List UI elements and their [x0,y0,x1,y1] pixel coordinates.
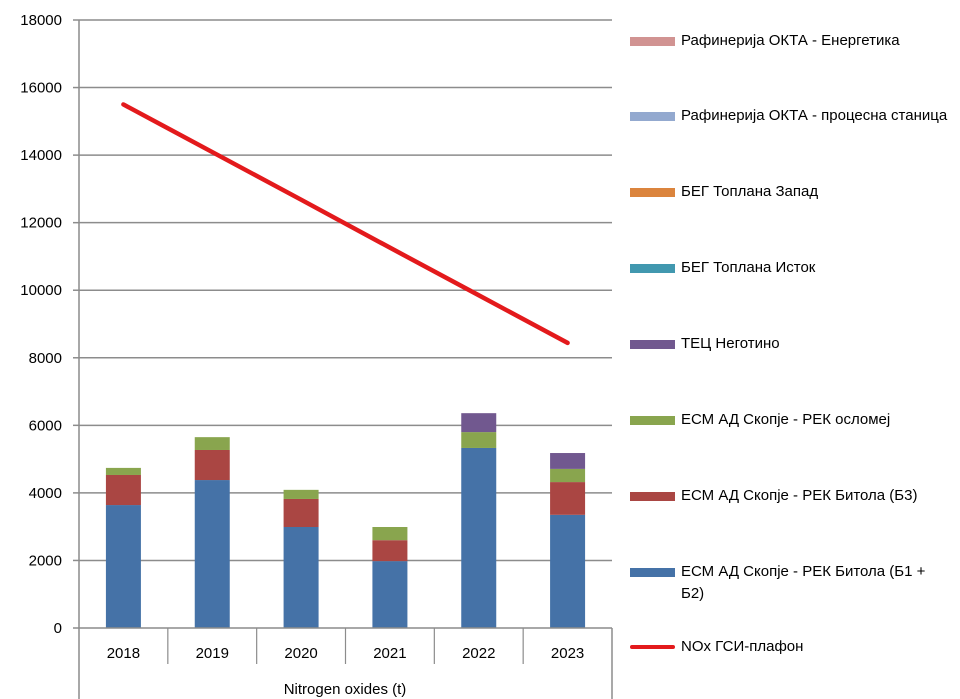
bar-segment [283,489,319,499]
ceiling-line [121,102,570,346]
legend-item: ТЕЦ Неготино [630,333,951,355]
legend-swatch-icon [630,112,675,121]
y-tick-label: 6000 [29,417,62,434]
bar-segment [194,480,230,628]
x-tick-label: 2019 [196,645,229,662]
legend-swatch-icon [630,416,675,425]
y-tick-label: 4000 [29,485,62,502]
bar-segment [105,474,141,506]
y-tick-label: 10000 [20,282,62,299]
bar-segment [105,505,141,628]
bar-segment [194,437,230,450]
legend-label: Рафинерија ОКТА - процесна станица [681,107,948,124]
y-axis-ticks: 0 2000 4000 6000 8000 10000 12000 14000 16000 180… [20,12,79,637]
bar-segment [461,447,497,628]
legend-item: ЕСМ АД Скопје - РЕК Битола (Б3) [630,485,951,507]
legend-item: ЕСМ АД Скопје - РЕК осломеј [630,409,951,431]
x-tick-label: 2018 [107,645,140,662]
x-tick-label: 2021 [373,645,406,662]
bar-segment [372,561,408,628]
bar-segment [461,413,497,433]
y-tick-label: 8000 [29,350,62,367]
bar-segment [283,498,319,528]
legend-swatch-icon [630,568,675,577]
y-tick-label: 18000 [20,12,62,29]
bar-segment [550,468,586,483]
legend-item: Рафинерија ОКТА - Енергетика [630,30,951,52]
legend-label: БЕГ Топлана Запад [681,183,819,200]
legend-swatch-icon [630,340,675,349]
y-tick-label: 14000 [20,147,62,164]
legend-label: ЕСМ АД Скопје - РЕК Битола (Б3) [681,487,918,504]
x-tick-label: 2023 [551,645,584,662]
x-tick-label: 2020 [284,645,317,662]
legend-label: NOx ГСИ-плафон [681,638,804,655]
legend-label: ТЕЦ Неготино [681,335,780,352]
y-tick-label: 16000 [20,80,62,97]
legend-label: БЕГ Топлана Исток [681,259,816,276]
legend-swatch-icon [630,188,675,197]
legend-item: NOx ГСИ-плафон [630,636,951,658]
legend-swatch-icon [630,264,675,273]
bar-segment [194,449,230,481]
legend-line-icon [630,645,675,649]
bar-segment [372,527,408,541]
legend-item: БЕГ Топлана Исток [630,257,951,279]
legend-label: Рафинерија ОКТА - Енергетика [681,32,900,49]
gridlines [79,19,612,562]
x-axis-title: Nitrogen oxides (t) [284,681,407,698]
legend-item: БЕГ Топлана Запад [630,181,951,203]
bar-segment [550,482,586,515]
bar-segment [461,432,497,448]
y-tick-label: 2000 [29,552,62,569]
axes [78,20,613,699]
bar-segment [550,514,586,628]
bar-segment [550,453,586,469]
legend-label: ЕСМ АД Скопје - РЕК осломеј [681,411,891,428]
x-axis-categories: 2018 2019 2020 2021 2022 2023 [107,645,585,662]
bar-segment [105,467,141,475]
bars [105,413,586,628]
y-tick-label: 0 [54,620,62,637]
legend-item: Рафинерија ОКТА - процесна станица [630,105,951,127]
legend-item: ЕСМ АД Скопје - РЕК Битола (Б1 + Б2) [630,561,951,605]
legend-swatch-icon [630,37,675,46]
legend-swatch-icon [630,492,675,501]
y-tick-label: 12000 [20,215,62,232]
bar-segment [372,540,408,562]
line-series-nox-ceiling [121,102,570,346]
x-tick-label: 2022 [462,645,495,662]
bar-segment [283,527,319,628]
legend-label: ЕСМ АД Скопје - РЕК Битола (Б1 + Б2) [681,563,926,602]
